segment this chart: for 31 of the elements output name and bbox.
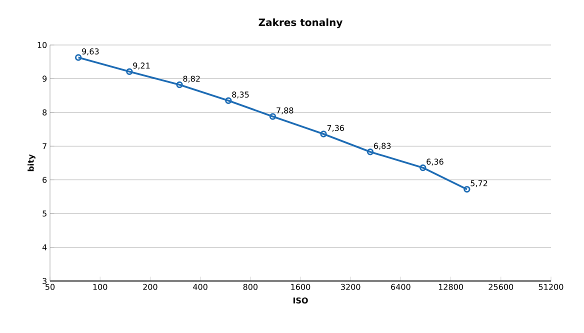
x-tick-label: 51200 [538,284,564,290]
data-label: 8,35 [232,92,249,98]
chart-title: Zakres tonalny [258,18,343,28]
y-tick-label: 3 [42,278,47,284]
data-label: 9,63 [82,48,99,56]
y-tick-label: 7 [42,143,46,150]
x-tick-label: 1600 [291,284,310,290]
x-axis-title: ISO [293,297,308,304]
data-label: 6,83 [374,142,391,150]
y-tick-label: 4 [42,244,47,250]
x-tick-label: 25600 [488,284,514,290]
x-tick-label: 800 [243,284,258,290]
data-label: 5,72 [470,180,488,188]
x-tick-label: 3200 [341,284,360,290]
x-tick-label: 12800 [438,284,463,290]
x-tick-label: 6400 [391,284,410,290]
x-tick-label: 200 [143,284,158,290]
x-tick-label: 50 [46,284,55,290]
data-label: 7,36 [327,124,344,132]
y-tick-label: 6 [42,176,47,183]
data-label: 9,21 [133,62,150,70]
y-axis-title: bity [28,154,36,172]
x-tick-label: 400 [193,284,208,290]
x-tick-label: 100 [93,284,108,290]
data-label: 7,88 [276,107,294,114]
y-tick-label: 10 [38,42,47,48]
data-label: 8,82 [183,76,200,83]
y-tick-label: 8 [42,109,47,116]
y-tick-label: 9 [42,76,47,82]
y-tick-label: 5 [42,210,46,217]
data-label: 6,36 [426,158,444,166]
